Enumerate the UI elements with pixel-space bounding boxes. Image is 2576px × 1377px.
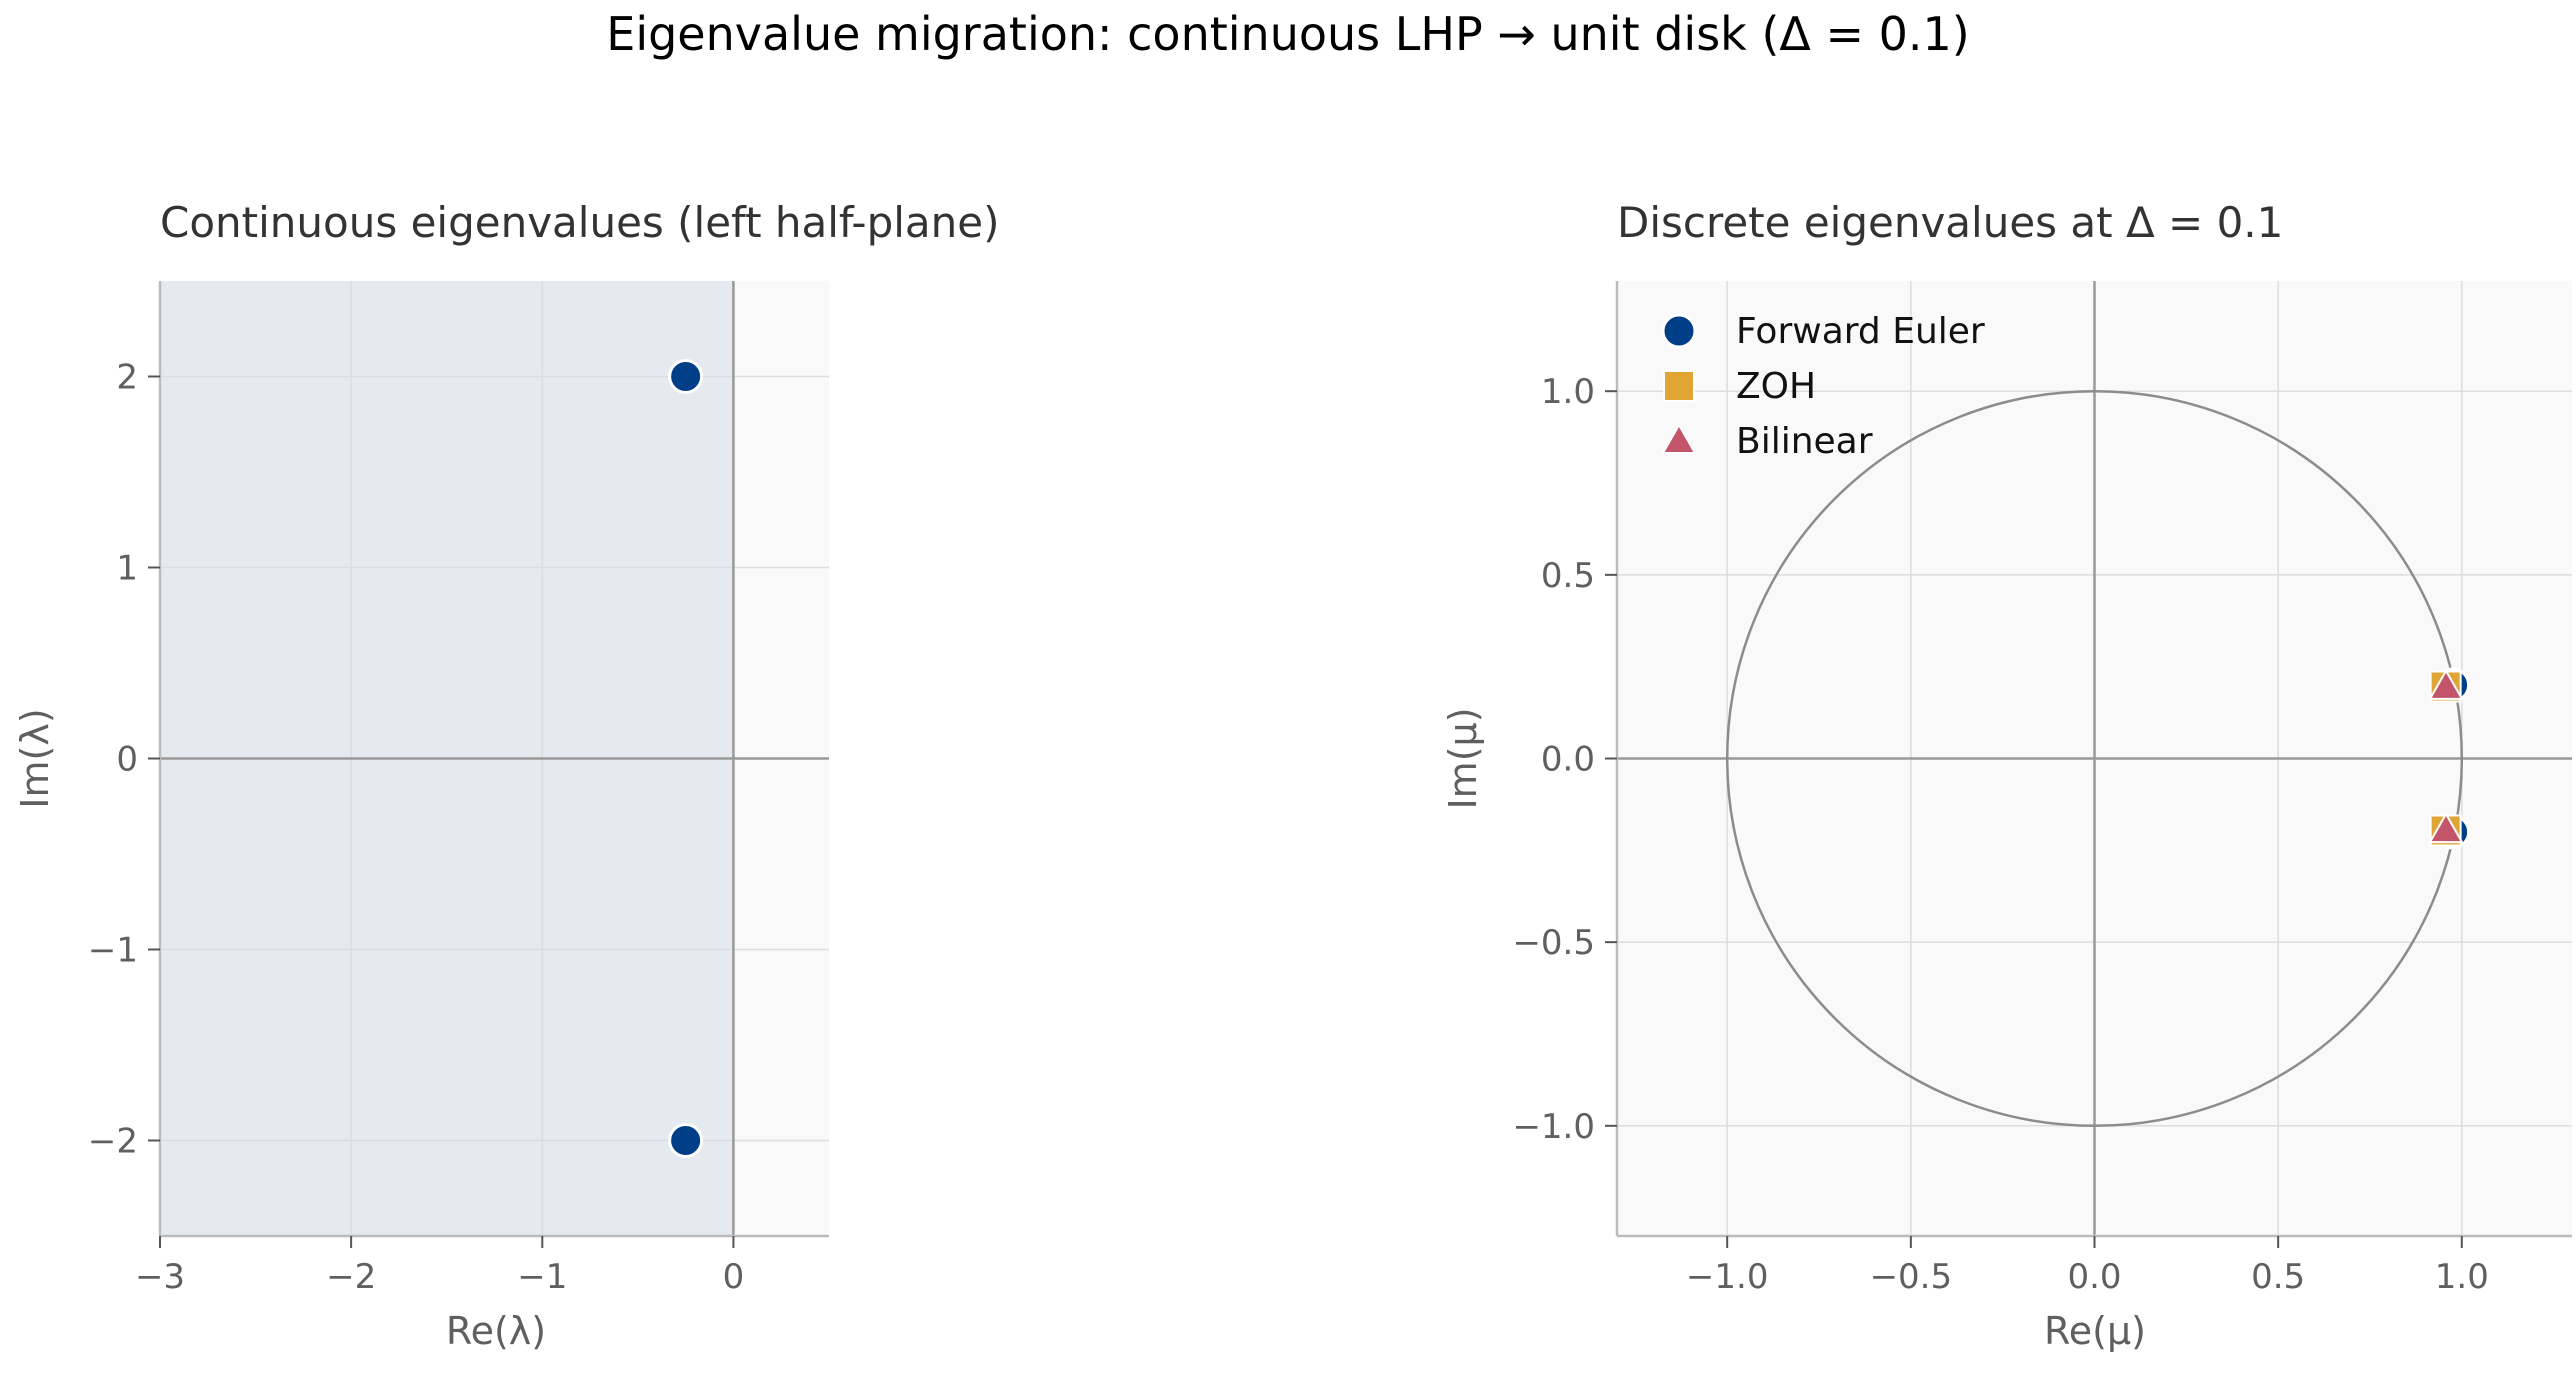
- x-tick-label: −1.0: [1686, 1257, 1769, 1297]
- bilinear-point: [2428, 668, 2464, 700]
- x-tick-label: −1: [517, 1257, 567, 1297]
- figure-title: Eigenvalue migration: continuous LHP → u…: [606, 7, 1970, 61]
- legend-label: Bilinear: [1736, 421, 1873, 462]
- bilinear-point: [2428, 812, 2464, 844]
- legend-label: ZOH: [1736, 366, 1816, 407]
- continuous-eigenvalue-plot: −3 −2 −1 0 −2 −1 0 1 2 Re(λ) Im(λ) Continuous eigen…: [13, 198, 1000, 1353]
- y-axis-label: Im(λ): [13, 708, 57, 808]
- legend-marker-forward-euler: [1661, 313, 1697, 349]
- y-tick-label: 2: [116, 358, 138, 398]
- y-tick-label: −1: [88, 931, 138, 971]
- y-tick-label: 1.0: [1541, 372, 1595, 412]
- x-tick-label: 0.0: [2067, 1257, 2121, 1297]
- x-axis-label: Re(μ): [2044, 1309, 2146, 1353]
- legend-marker-bilinear: [1661, 422, 1697, 454]
- y-tick-label: 0.0: [1541, 740, 1595, 780]
- y-tick-label: 0.5: [1541, 556, 1595, 596]
- x-tick-label: 0.5: [2251, 1257, 2305, 1297]
- x-tick-label: 1.0: [2435, 1257, 2489, 1297]
- eigenvalue-point: [668, 359, 704, 394]
- y-tick-label: −2: [88, 1122, 138, 1162]
- subplot-title: Continuous eigenvalues (left half-plane): [160, 198, 1000, 247]
- eigenvalue-point: [668, 1123, 704, 1158]
- y-tick-label: 1: [116, 549, 138, 589]
- unit-circle: [1725, 389, 2464, 1128]
- x-tick-label: −3: [135, 1257, 185, 1297]
- subplot-title: Discrete eigenvalues at Δ = 0.1: [1617, 198, 2283, 247]
- legend-label: Forward Euler: [1736, 311, 1985, 352]
- x-tick-label: −0.5: [1870, 1257, 1953, 1297]
- legend-marker-zoh: [1663, 370, 1695, 402]
- x-tick-label: −2: [326, 1257, 376, 1297]
- y-axis-label: Im(μ): [1441, 707, 1485, 809]
- y-tick-label: −0.5: [1512, 923, 1595, 963]
- x-tick-label: 0: [723, 1257, 745, 1297]
- y-tick-label: 0: [116, 740, 138, 780]
- x-axis-label: Re(λ): [446, 1309, 546, 1353]
- y-tick-label: −1.0: [1512, 1107, 1595, 1147]
- discrete-eigenvalue-plot: −1.0 −0.5 0.0 0.5 1.0 −1.0 −0.5 0.0 0.5 1.0 Re(μ) I…: [1441, 198, 2572, 1353]
- legend: Forward Euler ZOH Bilinear: [1661, 311, 1985, 462]
